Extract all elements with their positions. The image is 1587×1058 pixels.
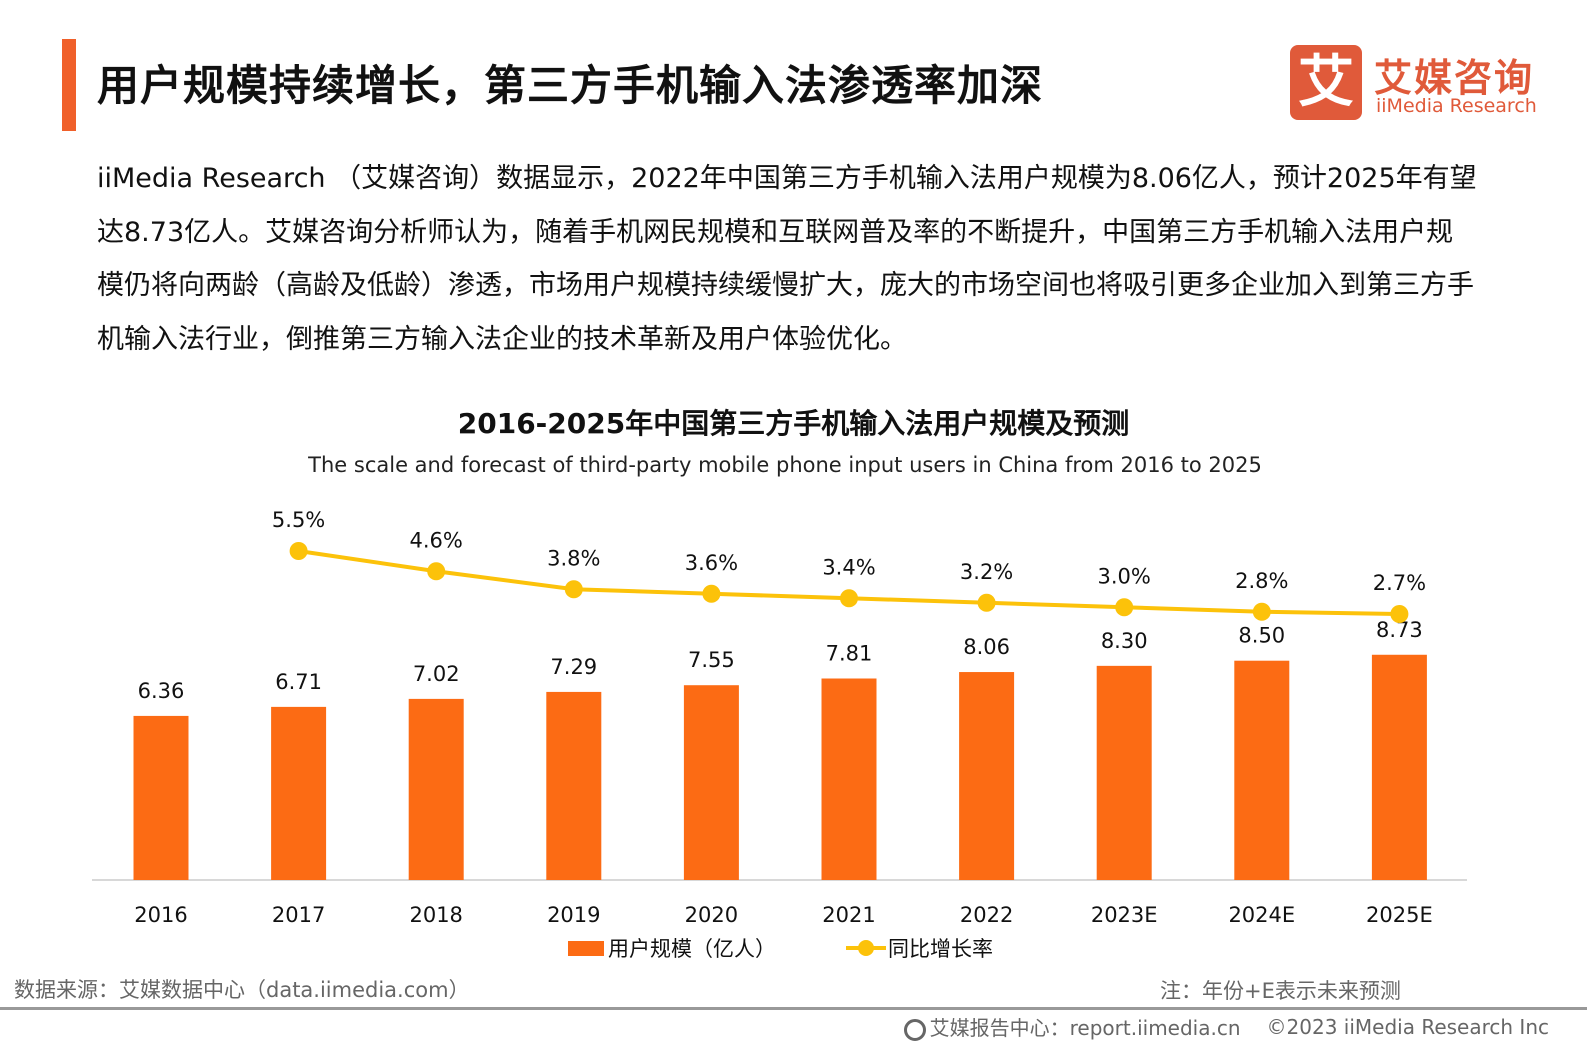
footer-divider <box>0 1007 1587 1010</box>
growth-label-2025E: 2.7% <box>1373 571 1426 595</box>
bar-label-2020: 7.55 <box>688 648 735 672</box>
footer: 艾媒报告中心：report.iimedia.cn ©2023 iiMedia R… <box>903 1012 1549 1041</box>
x-tick-2022: 2022 <box>960 903 1013 927</box>
bar-2020 <box>683 685 739 880</box>
growth-label-2023E: 3.0% <box>1098 564 1151 588</box>
bar-2021 <box>821 678 877 880</box>
growth-label-2024E: 2.8% <box>1235 569 1288 593</box>
x-tick-2016: 2016 <box>134 903 187 927</box>
growth-point-2024E <box>1252 602 1271 621</box>
growth-label-2019: 3.8% <box>547 546 600 570</box>
summary-paragraph: iiMedia Research （艾媒咨询）数据显示，2022年中国第三方手机… <box>97 163 1477 355</box>
bar-2016 <box>133 715 189 880</box>
growth-label-2018: 4.6% <box>410 528 463 552</box>
growth-point-2020 <box>702 584 721 603</box>
growth-label-2022: 3.2% <box>960 560 1013 584</box>
iimedia-logo: 艾 艾媒咨询 iiMedia Research <box>1290 45 1540 121</box>
bar-label-2016: 6.36 <box>138 679 185 703</box>
globe-icon <box>903 1018 926 1041</box>
x-tick-2020: 2020 <box>685 903 738 927</box>
combo-chart: 6.36 2016 6.71 2017 7.02 2018 7.29 2019 7.55 2020… <box>92 508 1467 927</box>
growth-point-2019 <box>564 580 583 599</box>
bar-2022 <box>959 672 1015 880</box>
bar-label-2019: 7.29 <box>550 655 597 679</box>
data-source: 数据来源：艾媒数据中心（data.iimedia.com） <box>14 978 470 1002</box>
x-tick-2023E: 2023E <box>1091 903 1158 927</box>
x-tick-2024E: 2024E <box>1228 903 1295 927</box>
growth-point-2022 <box>977 593 996 612</box>
forecast-note: 注：年份+E表示未来预测 <box>1160 979 1401 1003</box>
logo-mark: 艾 <box>1290 45 1362 120</box>
logo-cn: 艾媒咨询 <box>1374 56 1535 100</box>
chart-subtitle: The scale and forecast of third-party mo… <box>308 453 1262 477</box>
legend: 用户规模（亿人） 同比增长率 <box>568 933 993 963</box>
growth-point-2023E <box>1115 598 1134 617</box>
legend-bar-label: 用户规模（亿人） <box>608 937 776 961</box>
bar-2019 <box>546 691 602 880</box>
chart-title: 2016-2025年中国第三方手机输入法用户规模及预测 <box>457 407 1130 440</box>
legend-bar-swatch <box>568 940 604 956</box>
bar-label-2018: 7.02 <box>413 662 460 686</box>
x-tick-2018: 2018 <box>409 903 462 927</box>
x-tick-2019: 2019 <box>547 903 600 927</box>
bar-2017 <box>271 706 327 880</box>
growth-label-2017: 5.5% <box>272 508 325 532</box>
title-accent-bar <box>62 39 76 131</box>
x-tick-2025E: 2025E <box>1366 903 1433 927</box>
growth-point-2025E <box>1390 605 1409 623</box>
copyright: ©2023 iiMedia Research Inc <box>1266 1014 1549 1039</box>
growth-point-2017 <box>289 542 308 560</box>
bar-label-2021: 7.81 <box>826 642 873 666</box>
x-tick-2021: 2021 <box>822 903 875 927</box>
bar-label-2017: 6.71 <box>275 670 322 694</box>
bar-label-2022: 8.06 <box>963 635 1010 659</box>
report-link[interactable]: 艾媒报告中心：report.iimedia.cn <box>929 1016 1241 1040</box>
growth-label-2020: 3.6% <box>685 551 738 575</box>
bar-label-2024E: 8.50 <box>1238 624 1285 648</box>
growth-point-2021 <box>840 589 858 608</box>
bar-2023E <box>1096 665 1152 880</box>
x-tick-2017: 2017 <box>272 903 325 927</box>
bar-label-2023E: 8.30 <box>1101 629 1148 653</box>
growth-point-2018 <box>427 562 446 581</box>
page-title: 用户规模持续增长，第三方手机输入法渗透率加深 <box>97 61 1044 110</box>
growth-label-2021: 3.4% <box>822 555 875 579</box>
bar-2024E <box>1234 660 1290 880</box>
logo-en: iiMedia Research <box>1376 95 1537 117</box>
legend-line-swatch <box>846 940 886 956</box>
bar-2018 <box>408 698 464 880</box>
legend-line-label: 同比增长率 <box>888 937 993 961</box>
bar-2025E <box>1371 654 1427 880</box>
